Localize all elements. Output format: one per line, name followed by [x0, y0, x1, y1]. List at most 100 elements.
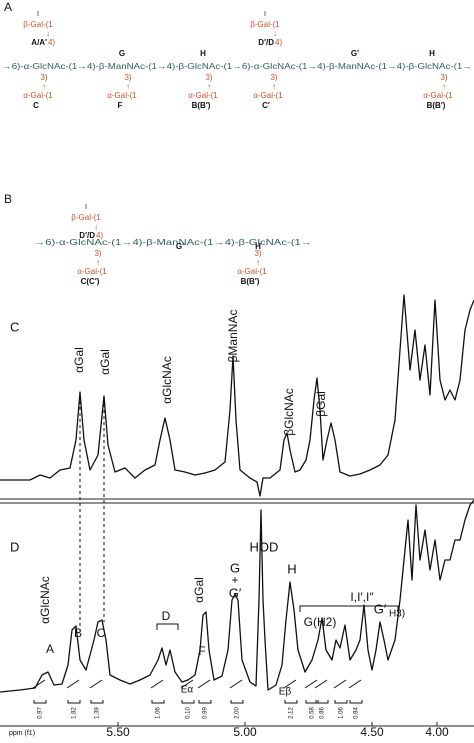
peak-label: αGlcNAc [160, 356, 174, 404]
integral-label: 1.39 [95, 707, 101, 719]
unit-label: G [119, 49, 125, 58]
link: 4) [275, 38, 282, 47]
integral-curve [304, 679, 318, 689]
integral-bracket [284, 700, 298, 704]
peak-label: D [162, 609, 171, 623]
integral-bracket [198, 700, 212, 704]
integral-bracket [33, 700, 47, 704]
residue: I [37, 11, 39, 18]
arrow: ↑ [442, 82, 446, 91]
panel-label: A [4, 0, 12, 14]
link: 3) [270, 73, 277, 82]
sugar: α-Gal-(1 [237, 267, 267, 276]
link: 4) [48, 38, 55, 47]
arrow: ↓ [94, 222, 98, 231]
peak-label: G′ [229, 585, 242, 600]
unit-label: C [33, 101, 39, 110]
integral-label: 1.06 [339, 707, 345, 719]
peak-label: βManNAc [226, 310, 240, 363]
integral-curve [89, 679, 103, 689]
integral-label: 0.84 [354, 707, 360, 719]
unit-label: C(C′) [81, 277, 100, 286]
integral-bracket [349, 700, 363, 704]
integral-bracket [334, 700, 348, 704]
chain: →6)-α-GlcNAc-(1→4)-β-ManNAc-(1→4)-β-GlcN… [34, 238, 312, 247]
integral-curve [333, 679, 347, 689]
peak-label: αGlcNAc [38, 576, 52, 624]
integral-label: 2.00 [235, 707, 241, 719]
integral-bracket [151, 700, 165, 704]
integral-curve [229, 679, 243, 689]
residue: I [85, 204, 87, 211]
peak-label: Eβ [279, 687, 292, 698]
tick-label: 5.50 [106, 725, 130, 738]
arrow: ↑ [207, 82, 211, 91]
peak-label: C [97, 626, 106, 640]
integral-bracket [305, 700, 319, 704]
tick-label: 5.00 [233, 725, 257, 738]
integral-curve [66, 679, 80, 689]
integral-bracket [230, 700, 244, 704]
sugar: α-Gal-(1 [23, 91, 53, 100]
peak-label: H3) [389, 609, 405, 620]
integral-label: 0.86 [320, 707, 326, 719]
arrow: ↑ [256, 258, 260, 267]
unit-label: B(B′) [192, 101, 211, 110]
integral-curve [348, 679, 362, 689]
integral-curve [32, 679, 46, 689]
arrow: ↑ [272, 82, 276, 91]
link: 3) [124, 73, 131, 82]
spectrum-c [0, 294, 474, 497]
unit-label: B(B′) [241, 277, 260, 286]
panel-label: D [10, 539, 19, 554]
sugar: α-Gal-(1 [77, 267, 107, 276]
integral-curve [180, 679, 194, 689]
panel-label: C [10, 319, 19, 334]
integral-bracket [181, 700, 195, 704]
peak-label: F [198, 644, 205, 658]
peak-label: βGlcNAc [282, 388, 296, 436]
residue: I [264, 11, 266, 18]
sugar: β-Gal-(1 [23, 20, 53, 29]
integral-label: 1.82 [72, 707, 78, 719]
peak-label: αGal [72, 347, 86, 373]
peak-label: H [287, 561, 296, 576]
integral-label: 0.97 [38, 707, 44, 719]
peak-label: αGal [98, 349, 112, 375]
link: 3) [40, 73, 47, 82]
peak-label: G [230, 560, 240, 575]
unit-label: D′/D [258, 38, 274, 47]
sugar: β-Gal-(1 [71, 213, 101, 222]
peak-label: A [46, 642, 54, 656]
peak-label: G′ [374, 601, 387, 616]
sugar: α-Gal-(1 [188, 91, 218, 100]
peak-label: βGal [314, 391, 328, 417]
integral-label: 2.12 [289, 707, 295, 719]
integral-bracket [315, 700, 329, 704]
peak-label: B [74, 626, 82, 640]
bracket [156, 623, 179, 630]
arrow: ↑ [96, 258, 100, 267]
unit-label: A/A′ [31, 38, 47, 47]
peak-label: I,I′,I″ [350, 590, 374, 604]
sugar: β-Gal-(1 [250, 20, 280, 29]
unit-label: G′ [351, 49, 359, 58]
peak-label: G(H2) [304, 615, 337, 629]
arrow: ↑ [42, 82, 46, 91]
link: 3) [254, 249, 261, 258]
sugar: α-Gal-(1 [253, 91, 283, 100]
tick-label: 4.50 [360, 725, 384, 738]
unit-label: F [118, 101, 123, 110]
peak-label: + [231, 573, 238, 587]
integral-curve [314, 679, 328, 689]
integral-curve [283, 679, 297, 689]
link: 3) [205, 73, 212, 82]
integral-label: 0.58 [310, 707, 316, 719]
integral-label: 0.10 [186, 707, 192, 719]
peak-label: Eα [181, 685, 194, 696]
panel-label: B [4, 192, 12, 206]
integral-bracket [67, 700, 81, 704]
integral-bracket [90, 700, 104, 704]
integral-curve [197, 679, 211, 689]
